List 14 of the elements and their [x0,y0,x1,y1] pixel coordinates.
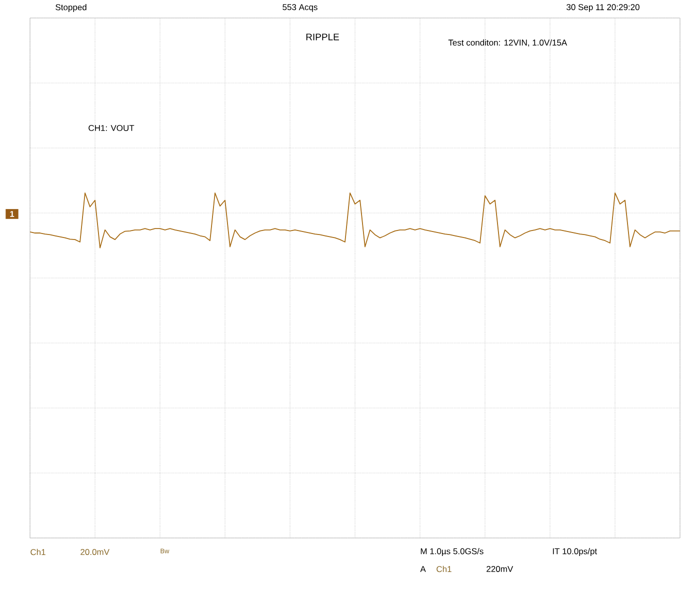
text: M 1.0µs 5.0GS/s [420,548,484,556]
text: A [420,566,426,572]
text: CH1: VOUT [88,124,134,131]
text: Stopped [56,4,86,12]
text: IT 10.0ps/pt [552,548,598,556]
text: 30 Sep 11 20:29:20 [566,4,640,12]
text: 1 [10,211,14,217]
chart-title: RIPPLE [306,34,339,40]
text: 20.0mV [80,548,110,555]
text: 220mV [486,566,514,572]
text: 553 Acqs [282,4,318,12]
text: Ch1 [436,566,452,572]
text: Test conditon: 12VIN, 1.0V/15A [448,39,568,47]
text: Ch1 [30,548,46,556]
